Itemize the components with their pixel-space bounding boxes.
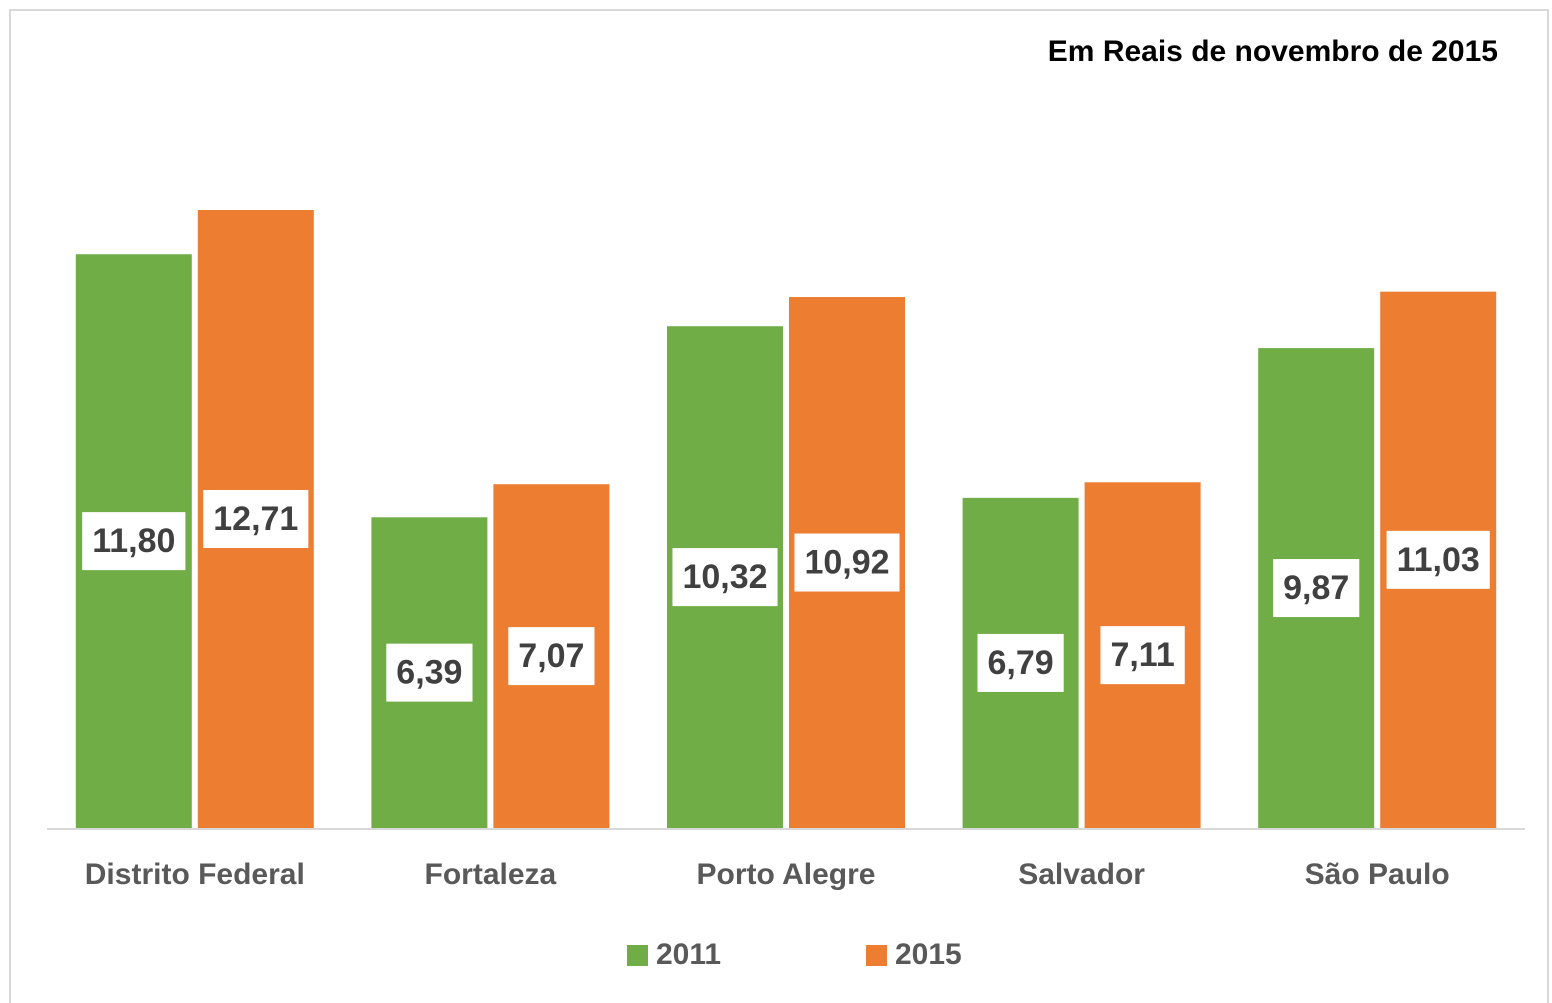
data-label-box xyxy=(203,490,309,548)
data-label: 11,03 xyxy=(1397,541,1480,579)
annotation: Em Reais de novembro de 2015 xyxy=(1048,35,1498,68)
data-label-box xyxy=(386,643,473,702)
data-label-box xyxy=(977,633,1064,692)
data-label: 6,39 xyxy=(396,654,462,692)
legend-label: 2015 xyxy=(895,938,962,971)
data-label-box xyxy=(508,627,595,686)
x-tick-label: Salvador xyxy=(1018,858,1145,891)
x-tick-label: São Paulo xyxy=(1305,858,1450,891)
x-tick-label: Porto Alegre xyxy=(697,858,876,891)
data-label-box xyxy=(794,533,900,592)
legend-swatch xyxy=(866,945,887,966)
data-label-box xyxy=(1100,626,1185,685)
data-label-box xyxy=(1386,530,1490,589)
data-label: 12,71 xyxy=(213,500,298,538)
data-label: 10,92 xyxy=(804,544,889,582)
data-label: 7,11 xyxy=(1110,636,1174,674)
data-label: 6,79 xyxy=(988,644,1054,682)
data-label: 10,32 xyxy=(682,558,767,596)
data-label-box xyxy=(82,512,186,571)
data-label-box xyxy=(672,548,778,607)
legend-label: 2011 xyxy=(656,938,721,971)
legend-swatch xyxy=(627,945,648,966)
data-label: 11,80 xyxy=(92,522,175,560)
data-label: 7,07 xyxy=(518,637,584,675)
data-label-box xyxy=(1273,559,1360,618)
x-tick-label: Distrito Federal xyxy=(85,858,305,891)
data-label: 9,87 xyxy=(1283,569,1349,607)
x-tick-label: Fortaleza xyxy=(425,858,557,891)
